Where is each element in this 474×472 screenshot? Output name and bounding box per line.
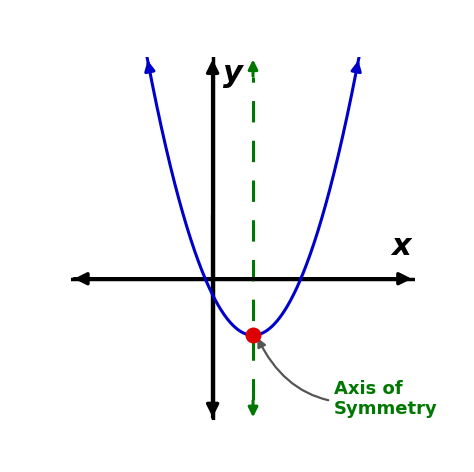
Text: x: x — [391, 232, 410, 261]
Text: y: y — [223, 59, 243, 88]
Text: Axis of
Symmetry: Axis of Symmetry — [258, 340, 438, 419]
Point — [249, 331, 257, 339]
